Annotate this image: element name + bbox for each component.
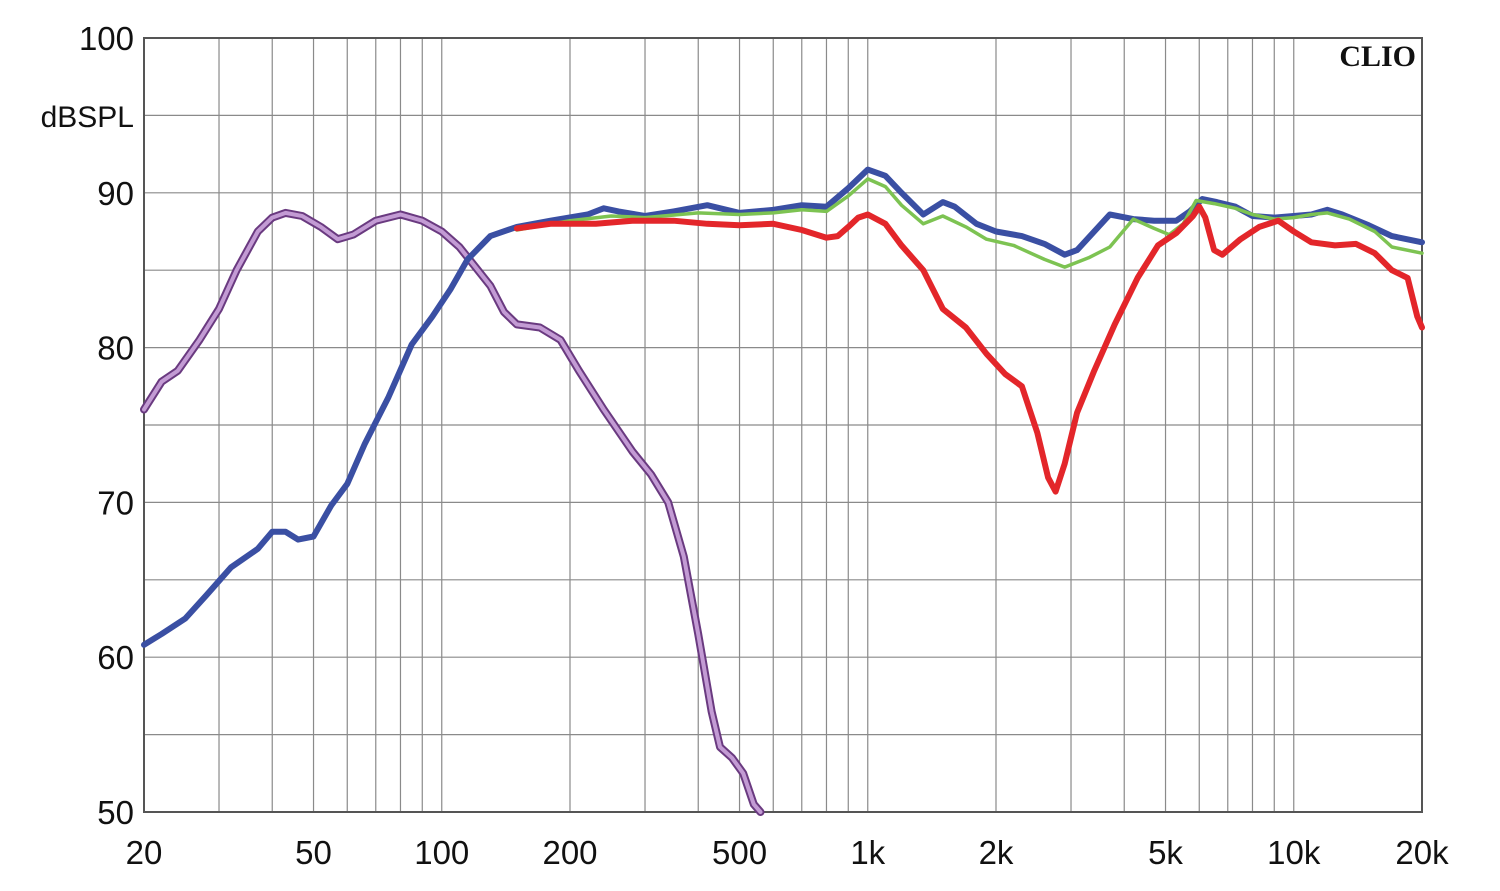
x-tick-label: 20 bbox=[126, 834, 163, 871]
grid bbox=[144, 38, 1422, 812]
series-red-line bbox=[513, 203, 1425, 495]
series-green-line bbox=[515, 177, 1424, 269]
y-tick-label: 50 bbox=[97, 794, 134, 831]
x-tick-label: 10k bbox=[1267, 834, 1321, 871]
x-tick-label: 200 bbox=[542, 834, 597, 871]
x-tick-label: 1k bbox=[850, 834, 885, 871]
clio-brand-label: CLIO bbox=[1339, 40, 1416, 73]
x-tick-label: 20k bbox=[1395, 834, 1449, 871]
y-tick-label: 60 bbox=[97, 639, 134, 676]
y-tick-label: 90 bbox=[97, 175, 134, 212]
x-tick-label: 500 bbox=[712, 834, 767, 871]
x-tick-label: 100 bbox=[414, 834, 469, 871]
y-tick-labels: 50 60 70 80 90 100 bbox=[79, 20, 134, 831]
y-tick-label: 100 bbox=[79, 20, 134, 57]
series-group bbox=[140, 166, 1425, 816]
y-tick-label: 80 bbox=[97, 330, 134, 367]
series-purple-line bbox=[142, 210, 763, 814]
x-tick-label: 50 bbox=[295, 834, 332, 871]
y-axis-unit-label: dBSPL bbox=[41, 101, 134, 134]
plot-frame bbox=[143, 37, 1423, 813]
x-tick-labels: 20 50 100 200 500 1k 2k 5k 10k 20k bbox=[126, 834, 1449, 871]
series-blue-line bbox=[141, 166, 1425, 648]
x-tick-label: 2k bbox=[979, 834, 1014, 871]
y-tick-label: 70 bbox=[97, 484, 134, 521]
x-tick-label: 5k bbox=[1148, 834, 1183, 871]
